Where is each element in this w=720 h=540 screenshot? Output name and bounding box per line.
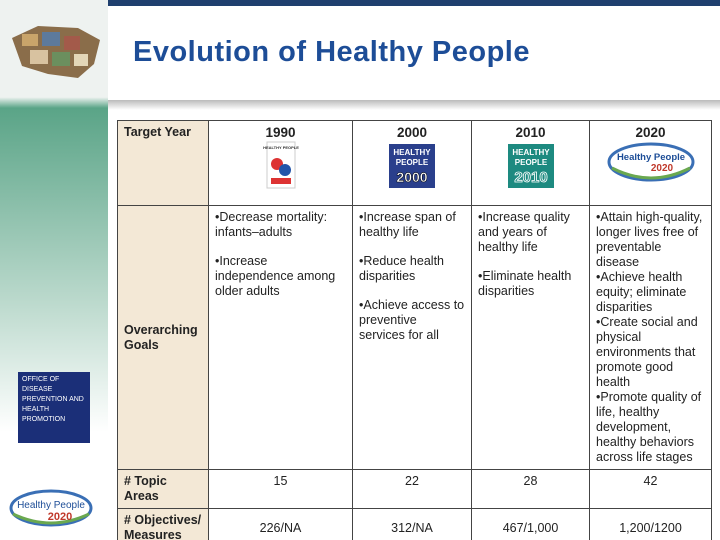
- slide-title: Evolution of Healthy People: [133, 36, 530, 68]
- map-collage: [12, 26, 100, 78]
- goals-cell: •Decrease mortality: infants–adults •Incr…: [208, 205, 353, 470]
- logo-text: PREVENTION AND: [22, 396, 84, 403]
- cell: 1,200/1200: [589, 508, 712, 540]
- cell: 42: [589, 469, 712, 509]
- row-label-cell: # Objectives/ Measures: [117, 508, 209, 540]
- goal: •Reduce health disparities: [359, 254, 444, 283]
- logo-text: Healthy People: [17, 500, 85, 511]
- odphp-logo: OFFICE OF DISEASE PREVENTION AND HEALTH …: [18, 372, 90, 443]
- year: 2010: [515, 125, 546, 140]
- header-cell: Target Year: [117, 120, 209, 206]
- header-cell: 2020 Healthy People 2020: [589, 120, 712, 206]
- title-rule: [108, 100, 720, 110]
- goal: •Increase independence among older adult…: [215, 254, 336, 298]
- comparison-table: Target Year 1990 HEALTHY PEOPLE 2000 HEA…: [117, 120, 712, 540]
- goal: •Achieve access to preventive services f…: [359, 298, 465, 342]
- logo-text: HEALTHY: [512, 148, 550, 157]
- cell: 467/1,000: [471, 508, 590, 540]
- hp2020-logo: Healthy People 2020: [9, 489, 93, 527]
- goal: •Achieve health equity; eliminate dispar…: [596, 270, 687, 314]
- logo-text: HEALTHY: [393, 148, 431, 157]
- logo-text: HEALTHY PEOPLE: [263, 145, 299, 150]
- cell: 22: [352, 469, 472, 509]
- logo-text: DISEASE: [22, 386, 53, 393]
- goals-cell: •Attain high-quality, longer lives free …: [589, 205, 712, 470]
- logo-text: 2000: [396, 169, 427, 185]
- logo-text: OFFICE OF: [22, 376, 60, 383]
- logo-text: 2020: [650, 163, 673, 174]
- goal: •Promote quality of life, healthy develo…: [596, 390, 702, 464]
- top-bar: [108, 0, 720, 6]
- goal: •Create social and physical environments…: [596, 315, 698, 389]
- logo-text: 2020: [48, 511, 72, 523]
- row-label: # Topic Areas: [124, 474, 167, 503]
- row-label: # Objectives/ Measures: [124, 513, 202, 540]
- goal: •Attain high-quality, longer lives free …: [596, 210, 703, 269]
- cell: 312/NA: [352, 508, 472, 540]
- header-cell: 1990 HEALTHY PEOPLE: [208, 120, 353, 206]
- goal: •Increase span of healthy life: [359, 210, 456, 239]
- header-cell: 2010 HEALTHY PEOPLE 2010: [471, 120, 590, 206]
- goal: •Eliminate health disparities: [478, 269, 572, 298]
- goal: •Increase quality and years of healthy l…: [478, 210, 570, 254]
- cell: 28: [471, 469, 590, 509]
- logo-text: 2010: [514, 169, 547, 186]
- row-label-cell: # Topic Areas: [117, 469, 209, 509]
- year: 2000: [396, 125, 428, 140]
- sidebar: [0, 0, 108, 540]
- year: 2020: [635, 125, 666, 140]
- cell: 15: [208, 469, 353, 509]
- logo-text: Healthy People: [616, 152, 684, 163]
- cell: 226/NA: [208, 508, 353, 540]
- logo-text: HEALTH: [22, 406, 50, 413]
- logo-text: PEOPLE: [396, 158, 429, 167]
- header-cell: 2000 HEALTHY PEOPLE 2000: [352, 120, 472, 206]
- year: 1990: [265, 125, 296, 140]
- header-label: Target Year: [124, 125, 191, 139]
- goals-cell: •Increase span of healthy life •Reduce he…: [352, 205, 472, 470]
- row-label-cell: Overarching Goals: [117, 205, 209, 470]
- logo-text: PEOPLE: [514, 158, 547, 167]
- logo-1990: HEALTHY PEOPLE: [263, 141, 299, 189]
- logo-text: PROMOTION: [22, 416, 66, 423]
- row-label: Overarching Goals: [124, 322, 198, 352]
- goal: •Decrease mortality: infants–adults: [215, 210, 328, 239]
- goals-cell: •Increase quality and years of healthy l…: [471, 205, 590, 470]
